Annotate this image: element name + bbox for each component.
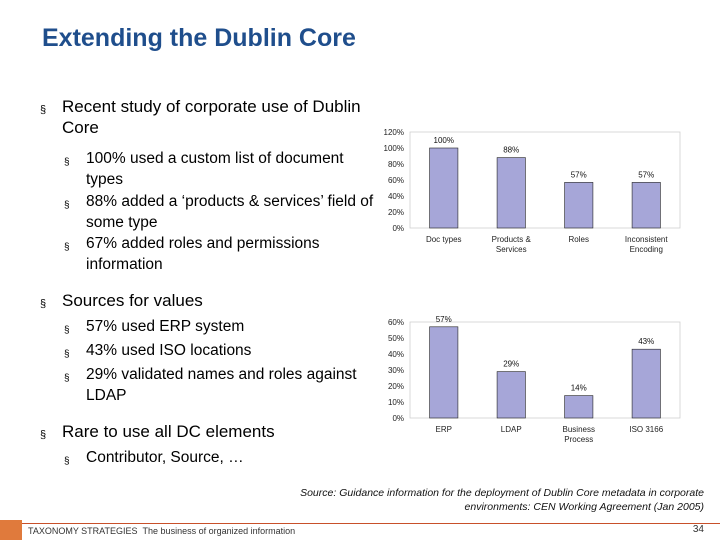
y-tick-label: 60% xyxy=(388,176,404,185)
y-tick-label: 20% xyxy=(388,382,404,391)
sub-bullet-item: § 100% used a custom list of document ty… xyxy=(64,148,376,190)
x-tick-label: ISO 3166 xyxy=(629,425,663,434)
footer-tagline: The business of organized information xyxy=(142,526,296,536)
page-number: 34 xyxy=(692,524,704,535)
bar xyxy=(496,157,526,229)
sub-bullet-item: § Contributor, Source, … xyxy=(64,447,386,468)
bullet-item: § Rare to use all DC elements xyxy=(40,421,275,442)
bar xyxy=(564,182,594,229)
bullet-text: Sources for values xyxy=(62,291,203,310)
y-tick-label: 10% xyxy=(388,398,404,407)
data-label: 57% xyxy=(436,315,452,324)
slide-title: Extending the Dublin Core xyxy=(42,24,356,52)
bar-chart-svg: 0% 10% 20% 30% 40% 50% 60% 57% ERP 29% LDAP 14% Busi… xyxy=(388,315,681,444)
bullet-marker-icon: § xyxy=(64,200,70,211)
y-tick-label: 50% xyxy=(388,334,404,343)
data-label: 100% xyxy=(434,136,454,145)
data-label: 57% xyxy=(638,170,654,179)
sub-bullet-item: § 88% added a ‘products & services’ fiel… xyxy=(64,191,376,233)
sub-bullet-text: 57% used ERP system xyxy=(86,318,245,335)
footer: TAXONOMY STRATEGIES The business of orga… xyxy=(0,520,720,540)
x-tick-label: Doc types xyxy=(426,235,462,244)
bullet-marker-icon: § xyxy=(64,242,70,253)
bar xyxy=(631,182,661,229)
source-note: Source: Guidance information for the dep… xyxy=(300,487,704,513)
data-label: 57% xyxy=(571,170,587,179)
y-tick-label: 60% xyxy=(388,318,404,327)
bullet-marker-icon: § xyxy=(40,298,47,310)
bar xyxy=(429,326,459,419)
footer-brand: TAXONOMY STRATEGIES xyxy=(28,526,138,536)
x-tick-label: ERP xyxy=(436,425,452,434)
bullet-marker-icon: § xyxy=(64,349,70,360)
bar xyxy=(631,348,661,419)
bar xyxy=(496,371,526,419)
y-tick-label: 40% xyxy=(388,192,404,201)
y-tick-label: 0% xyxy=(392,224,404,233)
bullet-text: Recent study of corporate use of Dublin … xyxy=(62,97,361,137)
x-tick-label: Products & xyxy=(492,235,532,244)
y-tick-label: 100% xyxy=(384,144,404,153)
bar xyxy=(429,147,459,229)
bullet-marker-icon: § xyxy=(40,104,47,116)
sub-bullet-text: Contributor, Source, … xyxy=(86,449,244,466)
x-tick-label: Process xyxy=(564,435,593,444)
bullet-marker-icon: § xyxy=(40,429,47,441)
footer-text: TAXONOMY STRATEGIES The business of orga… xyxy=(28,526,295,536)
sub-bullet-item: § 43% used ISO locations xyxy=(64,340,386,361)
sub-bullet-item: § 67% added roles and permissions inform… xyxy=(64,233,376,275)
bar xyxy=(564,395,594,419)
y-tick-label: 120% xyxy=(384,128,404,137)
bullet-item: § Sources for values xyxy=(40,290,203,311)
chart-dc-extensions: 0% 20% 40% 60% 80% 100% 120% 100% Doc types 88% Pr… xyxy=(360,120,690,270)
bullet-marker-icon: § xyxy=(64,373,70,384)
x-tick-label: Encoding xyxy=(630,245,663,254)
x-tick-label: Inconsistent xyxy=(625,235,668,244)
x-tick-label: LDAP xyxy=(501,425,522,434)
bullet-marker-icon: § xyxy=(64,157,70,168)
sub-bullet-item: § 57% used ERP system xyxy=(64,316,386,337)
x-tick-label: Services xyxy=(496,245,527,254)
x-tick-label: Roles xyxy=(569,235,589,244)
sub-bullet-text: 43% used ISO locations xyxy=(86,342,252,359)
data-label: 43% xyxy=(638,337,654,346)
bullet-text: Rare to use all DC elements xyxy=(62,422,275,441)
sub-bullet-text: 67% added roles and permissions informat… xyxy=(86,235,320,273)
chart-value-sources: 0% 10% 20% 30% 40% 50% 60% 57% ERP 29% LDAP 14% Busi… xyxy=(360,310,690,460)
data-label: 88% xyxy=(503,146,519,155)
y-tick-label: 20% xyxy=(388,208,404,217)
sub-bullet-text: 29% validated names and roles against LD… xyxy=(86,366,357,404)
sub-bullet-text: 88% added a ‘products & services’ field … xyxy=(86,193,374,231)
bullet-marker-icon: § xyxy=(64,456,70,467)
bullet-item: § Recent study of corporate use of Dubli… xyxy=(40,96,380,138)
data-label: 29% xyxy=(503,360,519,369)
data-label: 14% xyxy=(571,384,587,393)
bar-chart-svg: 0% 20% 40% 60% 80% 100% 120% 100% Doc types 88% Pr… xyxy=(384,128,681,254)
footer-rule xyxy=(0,523,720,524)
sub-bullet-text: 100% used a custom list of document type… xyxy=(86,150,344,188)
sub-bullet-item: § 29% validated names and roles against … xyxy=(64,364,386,406)
x-tick-label: Business xyxy=(563,425,595,434)
y-tick-label: 40% xyxy=(388,350,404,359)
footer-accent-square xyxy=(0,520,22,540)
y-tick-label: 80% xyxy=(388,160,404,169)
y-tick-label: 0% xyxy=(392,414,404,423)
y-tick-label: 30% xyxy=(388,366,404,375)
bullet-marker-icon: § xyxy=(64,325,70,336)
